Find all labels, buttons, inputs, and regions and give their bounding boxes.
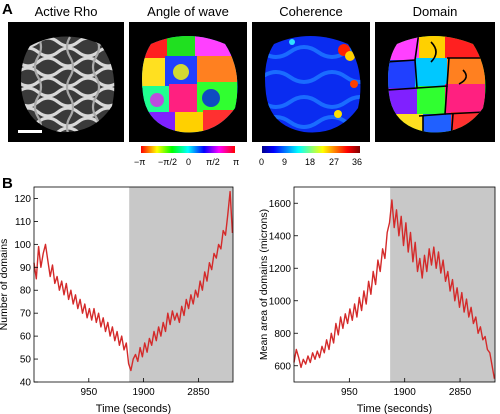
- chart2-xtick-label-1: 1900: [394, 387, 417, 398]
- angle-tick-1: −π/2: [158, 157, 177, 167]
- chart1-ytick-label-2: 60: [20, 332, 32, 343]
- chart1-ytick-label-6: 100: [14, 240, 31, 251]
- grayscale-stripes-image: [8, 22, 124, 142]
- image-title-domain: Domain: [412, 4, 458, 19]
- chart1-xtick-label-0: 950: [80, 387, 97, 398]
- chart2-xlabel: Time (seconds): [357, 403, 432, 414]
- image-title-active-rho: Active Rho: [34, 4, 98, 19]
- chart2-ylabel: Mean area of domains (microns): [258, 209, 270, 360]
- jet-coherence-map-image: [252, 22, 370, 142]
- coherence-colorbar: [262, 146, 360, 153]
- chart1-xtick-label-2: 2850: [187, 387, 210, 398]
- chart1-ylabel: Number of domains: [0, 239, 10, 331]
- coherence-tick-4: 36: [352, 157, 363, 167]
- segmented-domain-map-image: [375, 22, 495, 142]
- chart1-ytick-label-0: 40: [20, 378, 32, 389]
- rainbow-angle-map-image: [129, 22, 247, 142]
- chart1-ytick-label-3: 70: [20, 309, 32, 320]
- chart1-shaded-region: [129, 187, 233, 382]
- chart1-series-line: [33, 190, 234, 372]
- chart1-ytick-label-1: 50: [20, 355, 32, 366]
- angle-tick-4: π: [233, 157, 240, 167]
- angle-tick-3: π/2: [206, 157, 220, 167]
- coherence-tick-3: 27: [329, 157, 340, 167]
- chart2-axes-frame: [293, 186, 496, 383]
- chart2-xtick-label-0: 950: [341, 387, 358, 398]
- chart2-ytick-label-3: 1200: [269, 264, 292, 275]
- chart1-ytick-label-8: 120: [14, 194, 31, 205]
- panel-label-b: B: [2, 175, 13, 192]
- chart2-shaded-region: [390, 187, 495, 382]
- coherence-tick-0: 0: [259, 157, 265, 167]
- chart2-ytick-label-4: 1400: [269, 231, 292, 242]
- chart1-xlabel: Time (seconds): [96, 403, 171, 414]
- image-title-angle-of-wave: Angle of wave: [147, 4, 229, 19]
- chart2-xtick-label-2: 2850: [449, 387, 472, 398]
- chart2-ytick-label-1: 800: [274, 329, 291, 340]
- chart2-ytick-label-0: 600: [274, 361, 291, 372]
- chart2-ytick-label-5: 1600: [269, 199, 292, 210]
- chart1-ytick-label-5: 90: [20, 263, 32, 274]
- scale-bar: [18, 130, 42, 133]
- chart2-ytick-label-2: 1000: [269, 296, 292, 307]
- chart1-axes-frame: [33, 186, 234, 383]
- image-title-coherence: Coherence: [279, 4, 343, 19]
- angle-tick-2: 0: [186, 157, 192, 167]
- chart1-xtick-label-1: 1900: [132, 387, 155, 398]
- chart2-series-line: [293, 199, 496, 379]
- panel-label-a: A: [2, 1, 13, 18]
- angle-colorbar: [141, 146, 235, 153]
- coherence-tick-1: 9: [282, 157, 288, 167]
- colorbars: [141, 146, 360, 153]
- coherence-tick-2: 18: [305, 157, 316, 167]
- chart1-ytick-label-7: 110: [15, 217, 31, 228]
- angle-tick-0: −π: [134, 157, 146, 167]
- chart1-ytick-label-4: 80: [20, 286, 32, 297]
